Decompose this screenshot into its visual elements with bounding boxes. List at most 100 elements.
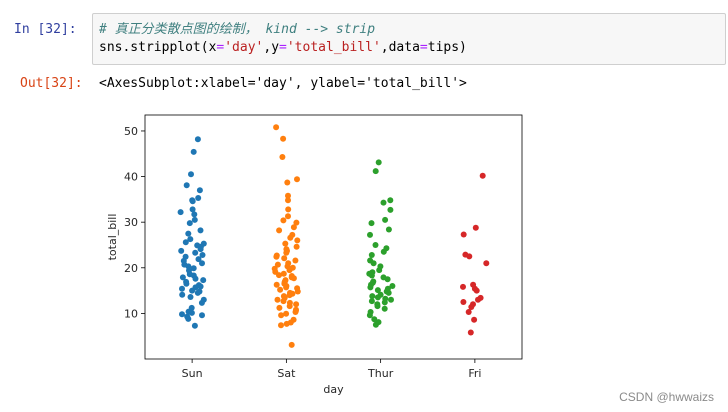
data-point [197, 246, 204, 253]
data-point [195, 195, 202, 201]
data-point [368, 298, 375, 305]
data-point [273, 253, 280, 260]
data-point [368, 220, 375, 227]
code-token: = [279, 40, 287, 55]
data-point [368, 252, 375, 258]
data-point [187, 294, 194, 300]
data-point [483, 260, 490, 267]
data-point [283, 310, 290, 317]
data-point [367, 284, 374, 291]
x-tick-label: Sat [277, 367, 296, 380]
data-point [280, 217, 287, 224]
data-point [285, 213, 291, 220]
data-point [195, 256, 202, 263]
data-point [284, 179, 291, 186]
code-token: 'total_bill' [286, 40, 381, 55]
data-point [479, 172, 486, 179]
data-point [185, 315, 192, 322]
data-point [192, 275, 199, 282]
data-point [179, 311, 185, 318]
input-prompt: In [32]: [14, 22, 77, 37]
data-point [387, 206, 394, 213]
data-point [188, 171, 194, 178]
data-point [179, 285, 185, 292]
data-point [191, 322, 198, 329]
data-point [293, 243, 300, 250]
data-point [273, 124, 280, 131]
data-point [290, 275, 297, 282]
data-point [388, 296, 394, 303]
code-token: ,data [380, 40, 420, 55]
data-point [366, 312, 373, 319]
data-point [189, 287, 196, 294]
data-point [278, 322, 284, 329]
data-point [372, 168, 379, 175]
data-point [194, 289, 201, 296]
data-point [293, 301, 300, 308]
csdn-watermark: CSDN @hwwaizs [619, 390, 714, 404]
data-point [283, 284, 290, 291]
data-point [287, 234, 294, 241]
data-point [182, 239, 189, 246]
data-point [367, 231, 373, 238]
data-point [374, 287, 381, 294]
y-tick-label: 10 [124, 307, 138, 320]
data-point [460, 283, 466, 290]
data-point [387, 197, 394, 204]
data-point [178, 247, 185, 254]
code-token: = [419, 40, 428, 55]
data-point [179, 291, 186, 298]
data-point [372, 242, 379, 248]
data-point [179, 274, 186, 281]
data-point [177, 209, 184, 216]
y-tick-label: 50 [124, 125, 138, 138]
code-token: 'day' [224, 40, 264, 55]
data-point [280, 135, 287, 142]
code-token: = [216, 40, 225, 55]
code-token: ,y [263, 40, 280, 55]
data-point [276, 272, 282, 279]
data-point [286, 292, 293, 299]
data-point [369, 293, 376, 300]
data-point [278, 312, 285, 319]
y-tick-label: 20 [124, 262, 138, 275]
x-axis-label: day [323, 383, 344, 396]
data-point [199, 252, 206, 258]
data-point [281, 255, 288, 262]
data-point [199, 260, 205, 267]
data-point [189, 198, 196, 205]
data-point [191, 211, 198, 218]
data-point [280, 270, 287, 277]
data-point [286, 267, 293, 274]
data-point [293, 219, 300, 226]
data-point [286, 303, 293, 310]
data-point [279, 154, 286, 160]
data-point [385, 289, 392, 296]
data-point [381, 299, 388, 306]
x-tick-label: Sun [182, 367, 203, 380]
data-point [183, 182, 190, 189]
data-point [196, 187, 203, 194]
data-point [370, 260, 377, 267]
data-point [389, 283, 396, 289]
data-point [276, 304, 283, 311]
data-point [283, 320, 290, 327]
data-point [188, 309, 195, 316]
data-point [380, 199, 387, 206]
data-point [475, 296, 481, 303]
data-point [276, 227, 283, 234]
data-point [460, 299, 467, 305]
data-point [294, 237, 301, 244]
data-point [372, 321, 379, 328]
data-point [274, 296, 281, 303]
data-point [294, 288, 301, 295]
code-cell-input[interactable]: # 真正分类散点图的绘制， kind --> strip sns.strippl… [92, 13, 726, 65]
data-point [472, 224, 479, 231]
data-point [292, 257, 299, 264]
data-point [292, 309, 299, 315]
y-tick-label: 40 [124, 171, 138, 184]
data-point [282, 240, 289, 247]
data-point [191, 216, 198, 223]
data-point [187, 236, 194, 243]
